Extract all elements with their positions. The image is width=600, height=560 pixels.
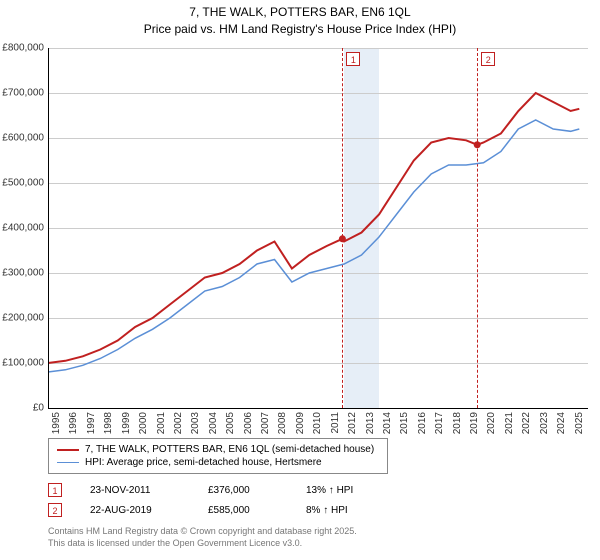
x-tick-label: 2000 — [138, 412, 149, 434]
y-tick-label: £400,000 — [2, 223, 44, 234]
sale-dot — [339, 235, 346, 242]
sale-row: 2 22-AUG-2019 £585,000 8% ↑ HPI — [48, 500, 386, 520]
legend-swatch — [57, 449, 79, 451]
y-tick-label: £600,000 — [2, 133, 44, 144]
x-tick-label: 1996 — [68, 412, 79, 434]
y-tick-label: £200,000 — [2, 313, 44, 324]
x-tick-label: 2017 — [434, 412, 445, 434]
x-tick-label: 2014 — [382, 412, 393, 434]
x-tick-label: 2005 — [225, 412, 236, 434]
sale-date: 23-NOV-2011 — [90, 485, 180, 496]
sales-table: 1 23-NOV-2011 £376,000 13% ↑ HPI 2 22-AUG-201… — [48, 480, 386, 520]
x-tick-label: 2013 — [365, 412, 376, 434]
legend-swatch — [57, 462, 79, 463]
x-tick-label: 2024 — [556, 412, 567, 434]
y-tick-label: £0 — [33, 403, 44, 414]
x-tick-label: 2001 — [156, 412, 167, 434]
x-tick-label: 2019 — [469, 412, 480, 434]
y-tick-label: £700,000 — [2, 88, 44, 99]
chart-title: 7, THE WALK, POTTERS BAR, EN6 1QL Price … — [0, 0, 600, 38]
x-tick-label: 2006 — [243, 412, 254, 434]
sale-row-badge: 1 — [48, 483, 62, 497]
title-subtitle: Price paid vs. HM Land Registry's House … — [0, 21, 600, 38]
x-tick-label: 2022 — [521, 412, 532, 434]
x-tick-label: 2023 — [539, 412, 550, 434]
x-tick-label: 2009 — [295, 412, 306, 434]
sale-dot — [474, 141, 481, 148]
x-tick-label: 2007 — [260, 412, 271, 434]
sale-price: £585,000 — [208, 505, 278, 516]
y-tick-label: £100,000 — [2, 358, 44, 369]
footer-line1: Contains HM Land Registry data © Crown c… — [48, 526, 357, 538]
sale-diff: 8% ↑ HPI — [306, 505, 386, 516]
legend-label: 7, THE WALK, POTTERS BAR, EN6 1QL (semi-… — [85, 444, 374, 455]
x-tick-label: 2025 — [574, 412, 585, 434]
x-tick-label: 2021 — [504, 412, 515, 434]
x-tick-label: 2015 — [399, 412, 410, 434]
legend-item: 7, THE WALK, POTTERS BAR, EN6 1QL (semi-… — [57, 443, 379, 456]
x-tick-label: 1998 — [103, 412, 114, 434]
title-address: 7, THE WALK, POTTERS BAR, EN6 1QL — [0, 4, 600, 21]
x-tick-label: 2004 — [208, 412, 219, 434]
legend-item: HPI: Average price, semi-detached house,… — [57, 456, 379, 469]
chart-container: 7, THE WALK, POTTERS BAR, EN6 1QL Price … — [0, 0, 600, 560]
sale-price: £376,000 — [208, 485, 278, 496]
sale-date: 22-AUG-2019 — [90, 505, 180, 516]
x-tick-label: 2010 — [312, 412, 323, 434]
x-tick-label: 2016 — [417, 412, 428, 434]
x-tick-label: 2003 — [190, 412, 201, 434]
y-axis-line — [48, 48, 49, 408]
x-tick-label: 1997 — [86, 412, 97, 434]
legend-label: HPI: Average price, semi-detached house,… — [85, 457, 322, 468]
footer-line2: This data is licensed under the Open Gov… — [48, 538, 357, 550]
plot-canvas: £0£100,000£200,000£300,000£400,000£500,0… — [48, 48, 588, 408]
x-tick-label: 2011 — [330, 412, 341, 434]
x-tick-label: 2008 — [277, 412, 288, 434]
sale-row: 1 23-NOV-2011 £376,000 13% ↑ HPI — [48, 480, 386, 500]
y-tick-label: £500,000 — [2, 178, 44, 189]
x-tick-label: 1995 — [51, 412, 62, 434]
x-tick-label: 2020 — [486, 412, 497, 434]
sale-row-badge: 2 — [48, 503, 62, 517]
x-tick-label: 2018 — [452, 412, 463, 434]
y-tick-label: £300,000 — [2, 268, 44, 279]
line-layer — [48, 48, 588, 408]
series-price_paid — [48, 93, 579, 363]
x-tick-label: 2012 — [347, 412, 358, 434]
x-tick-label: 2002 — [173, 412, 184, 434]
x-tick-label: 1999 — [121, 412, 132, 434]
sale-diff: 13% ↑ HPI — [306, 485, 386, 496]
plot-area: £0£100,000£200,000£300,000£400,000£500,0… — [48, 48, 588, 408]
y-tick-label: £800,000 — [2, 43, 44, 54]
footer-attribution: Contains HM Land Registry data © Crown c… — [48, 526, 357, 549]
legend: 7, THE WALK, POTTERS BAR, EN6 1QL (semi-… — [48, 438, 388, 474]
x-axis-line — [48, 408, 588, 409]
series-hpi — [48, 120, 579, 372]
